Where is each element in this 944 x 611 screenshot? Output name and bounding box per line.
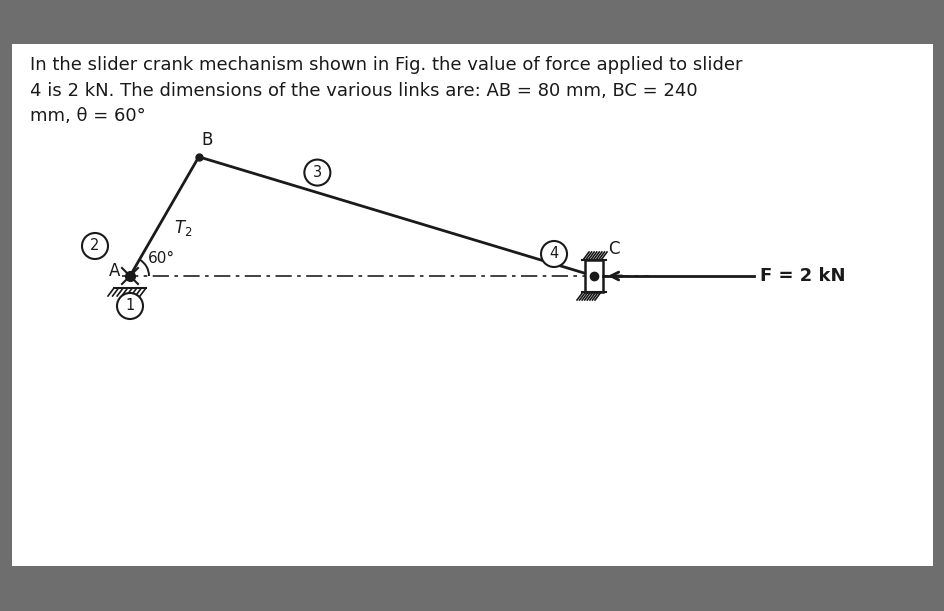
Text: In the slider crank mechanism shown in Fig. the value of force applied to slider: In the slider crank mechanism shown in F… bbox=[30, 56, 742, 125]
Text: 2: 2 bbox=[91, 238, 99, 254]
Text: 3: 3 bbox=[312, 165, 322, 180]
Text: 60°: 60° bbox=[148, 251, 175, 266]
Text: A: A bbox=[109, 262, 120, 280]
Text: 1: 1 bbox=[126, 299, 134, 313]
Circle shape bbox=[117, 293, 143, 319]
Bar bbox=[12, 44, 932, 566]
Circle shape bbox=[541, 241, 566, 267]
Text: B: B bbox=[202, 131, 213, 149]
Bar bbox=[584, 260, 602, 292]
Text: $T_2$: $T_2$ bbox=[175, 218, 193, 238]
Text: 4: 4 bbox=[548, 246, 558, 262]
Circle shape bbox=[304, 159, 330, 186]
Circle shape bbox=[82, 233, 108, 259]
Text: F = 2 kN: F = 2 kN bbox=[759, 267, 845, 285]
Text: C: C bbox=[607, 240, 619, 258]
